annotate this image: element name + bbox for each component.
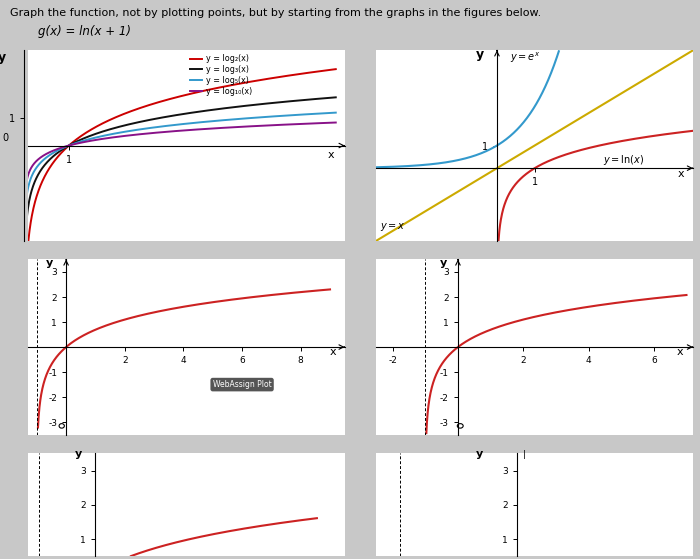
Text: x: x — [330, 347, 337, 357]
Text: WebAssign Plot: WebAssign Plot — [213, 380, 272, 389]
Text: g(x) = ln(x + 1): g(x) = ln(x + 1) — [38, 25, 132, 38]
Legend: y = log₂(x), y = log₃(x), y = log₅(x), y = log₁₀(x): y = log₂(x), y = log₃(x), y = log₅(x), y… — [190, 54, 252, 96]
Text: y: y — [476, 449, 483, 459]
Text: $y = e^x$: $y = e^x$ — [510, 50, 540, 64]
Text: x: x — [677, 347, 683, 357]
Text: 0: 0 — [3, 134, 9, 143]
Text: y: y — [46, 258, 52, 268]
Text: y: y — [476, 48, 484, 61]
Text: x: x — [328, 150, 335, 160]
Text: y: y — [440, 258, 447, 268]
Text: $y = x$: $y = x$ — [380, 221, 406, 234]
Text: y: y — [0, 51, 6, 64]
Text: y: y — [75, 449, 83, 459]
Text: $y = \ln(x)$: $y = \ln(x)$ — [603, 153, 644, 167]
Text: Graph the function, not by plotting points, but by starting from the graphs in t: Graph the function, not by plotting poin… — [10, 8, 542, 18]
Text: |: | — [523, 450, 526, 459]
Text: x: x — [678, 169, 685, 179]
